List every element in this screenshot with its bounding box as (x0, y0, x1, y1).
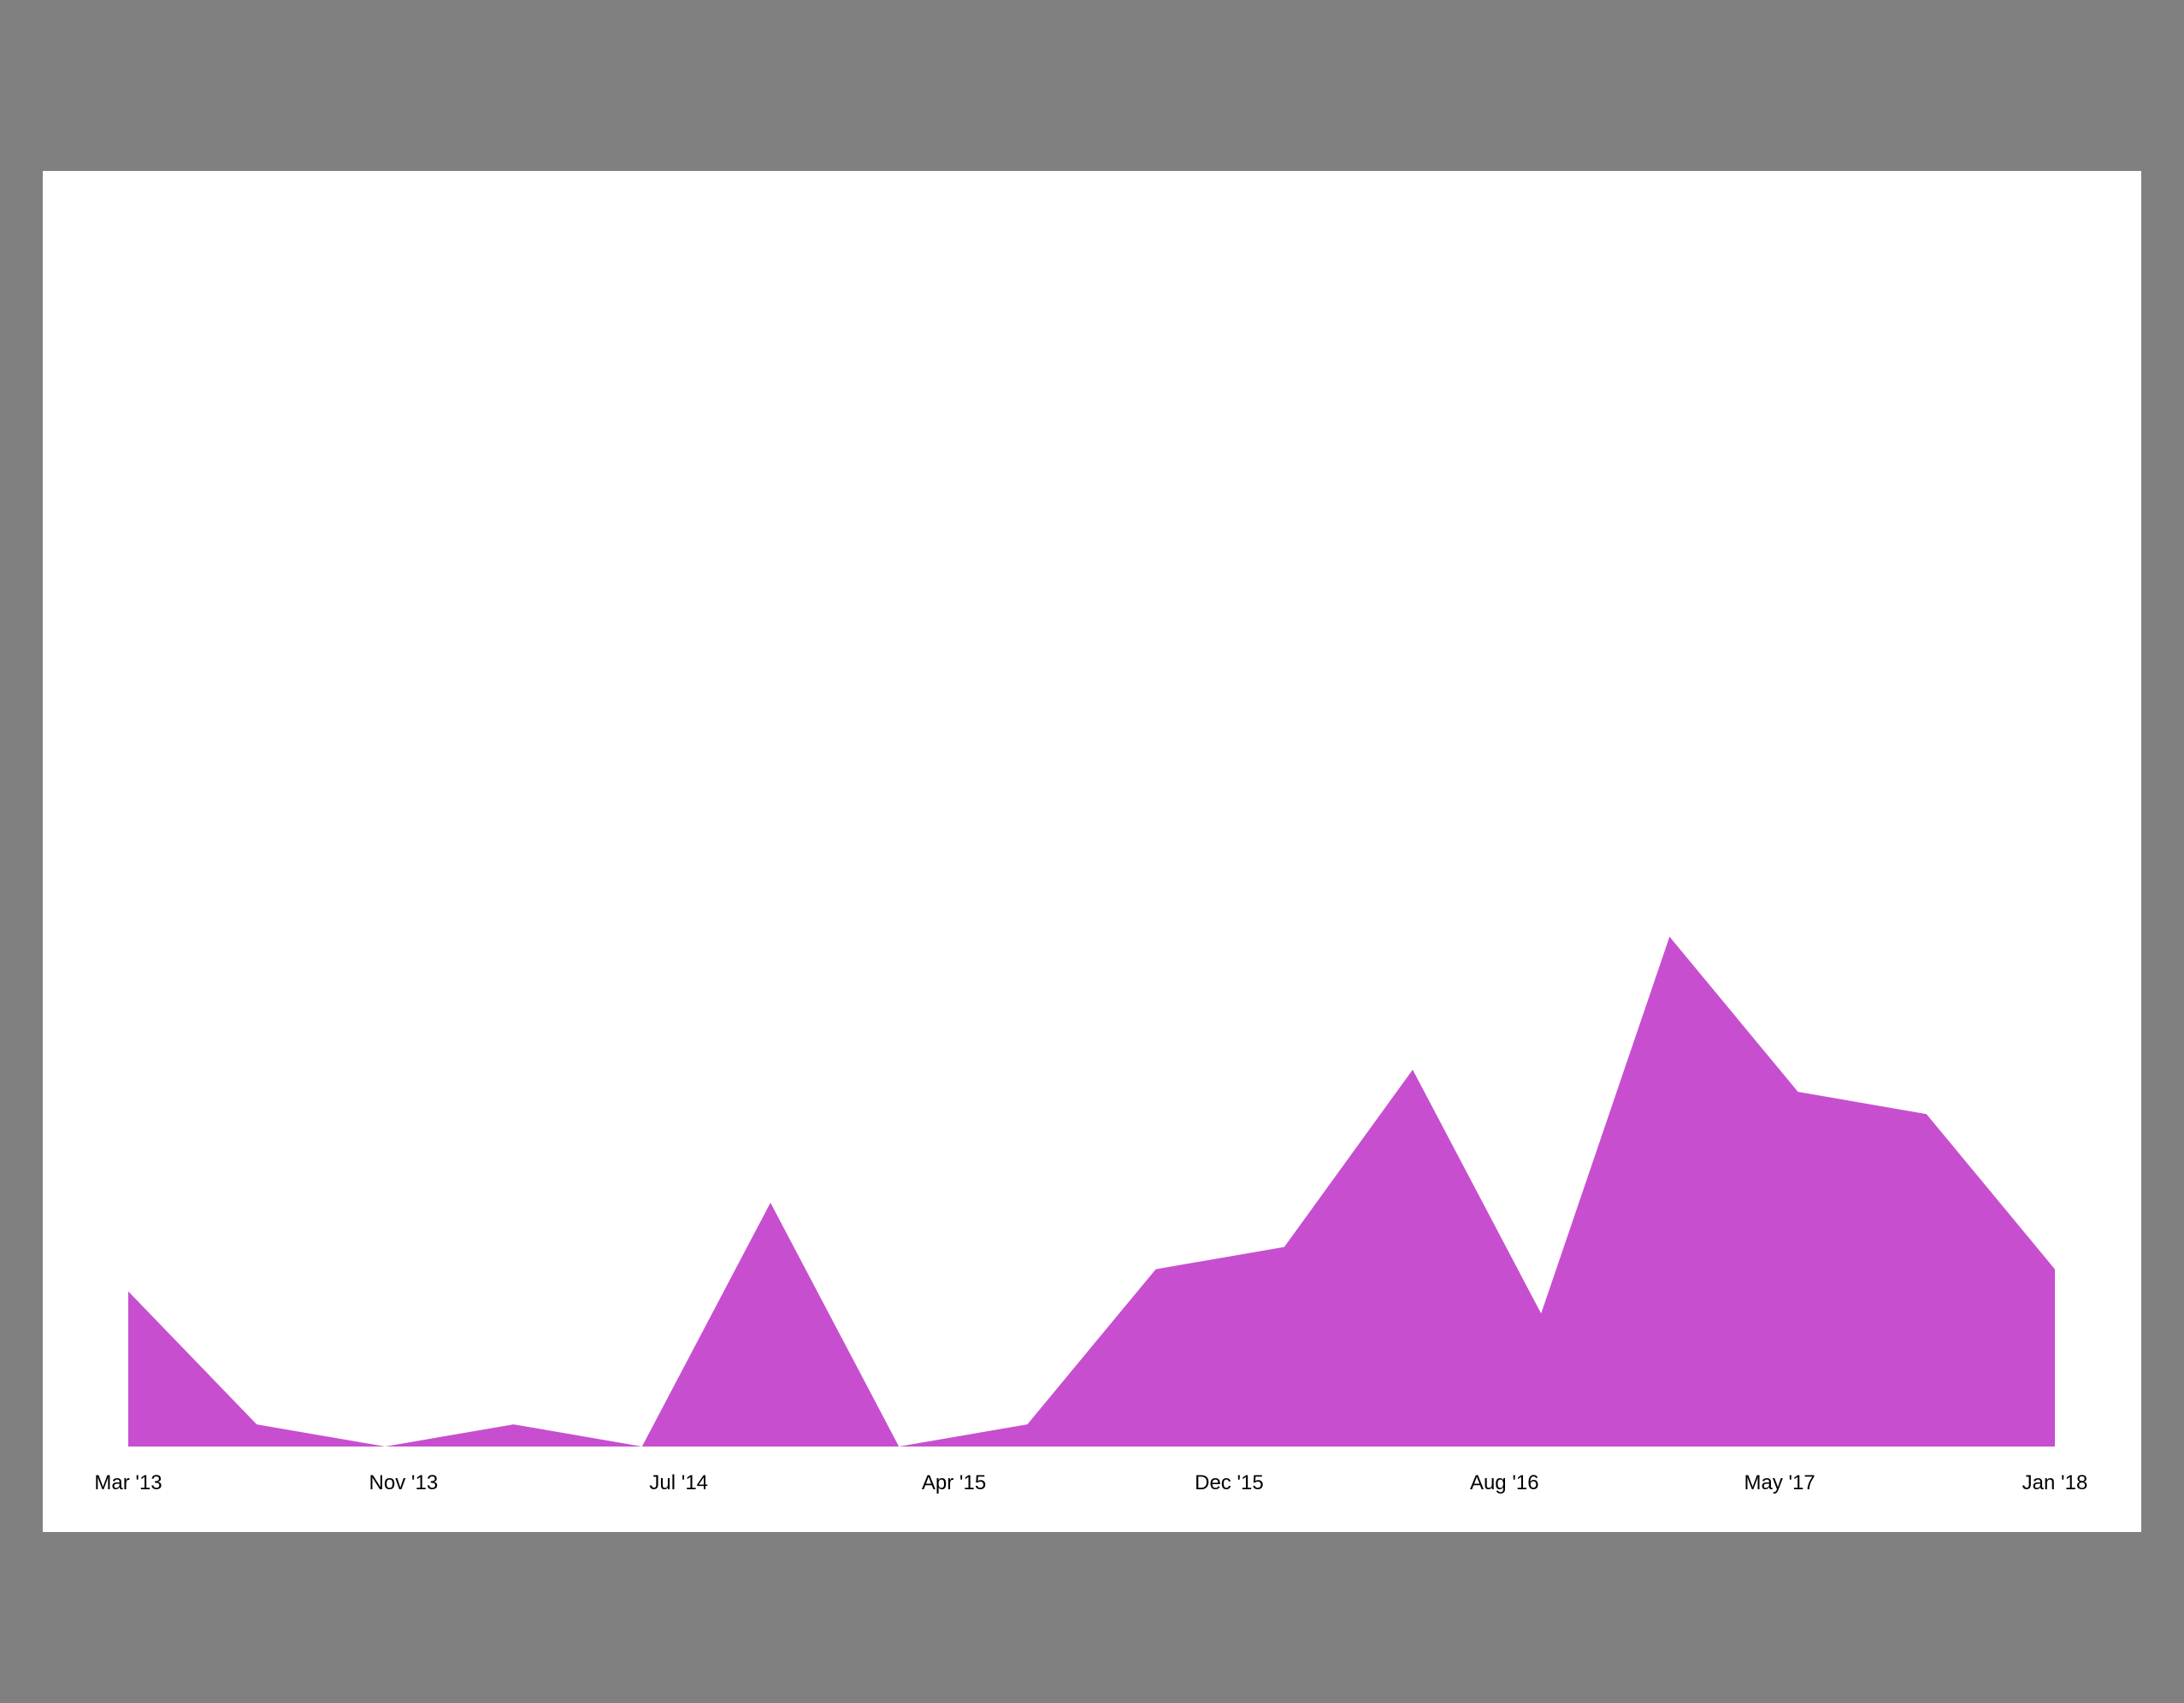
x-tick-label: May '17 (1744, 1471, 1815, 1494)
area-series (128, 936, 2055, 1447)
x-tick-label: Aug '16 (1470, 1471, 1539, 1494)
x-axis-ticks: Mar '13 Nov '13 Jul '14 Apr '15 Dec '15 Aug '… (94, 1471, 2087, 1494)
x-tick-label: Dec '15 (1195, 1471, 1264, 1494)
area-chart: Mar '13 Nov '13 Jul '14 Apr '15 Dec '15 Aug '… (94, 936, 2087, 1494)
x-tick-label: Nov '13 (369, 1471, 439, 1494)
x-tick-label: Mar '13 (94, 1471, 162, 1494)
x-tick-label: Jul '14 (649, 1471, 708, 1494)
x-tick-label: Apr '15 (922, 1471, 986, 1494)
x-tick-label: Jan '18 (2022, 1471, 2088, 1494)
chart-panel: Mar '13 Nov '13 Jul '14 Apr '15 Dec '15 Aug '… (43, 171, 2141, 1532)
